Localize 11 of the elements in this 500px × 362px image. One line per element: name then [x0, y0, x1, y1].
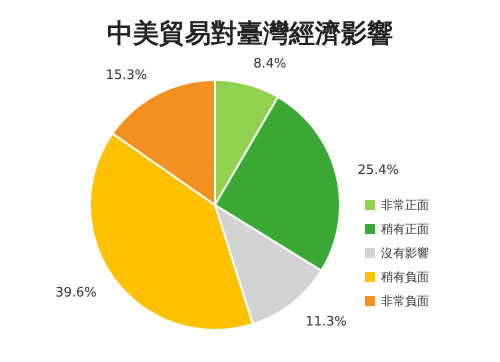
chart-title: 中美貿易對臺灣經濟影響	[107, 19, 393, 49]
legend-label: 非常負面	[381, 294, 429, 308]
data-label: 15.3%	[106, 68, 148, 84]
legend-label: 沒有影響	[381, 246, 429, 260]
legend-label: 稍有正面	[381, 222, 429, 236]
data-label: 8.4%	[253, 56, 286, 72]
data-label: 39.6%	[55, 286, 97, 301]
data-label: 11.3%	[305, 314, 347, 330]
data-label: 25.4%	[358, 162, 399, 178]
legend-label: 非常正面	[381, 198, 429, 212]
legend-label: 稍有負面	[381, 270, 429, 284]
